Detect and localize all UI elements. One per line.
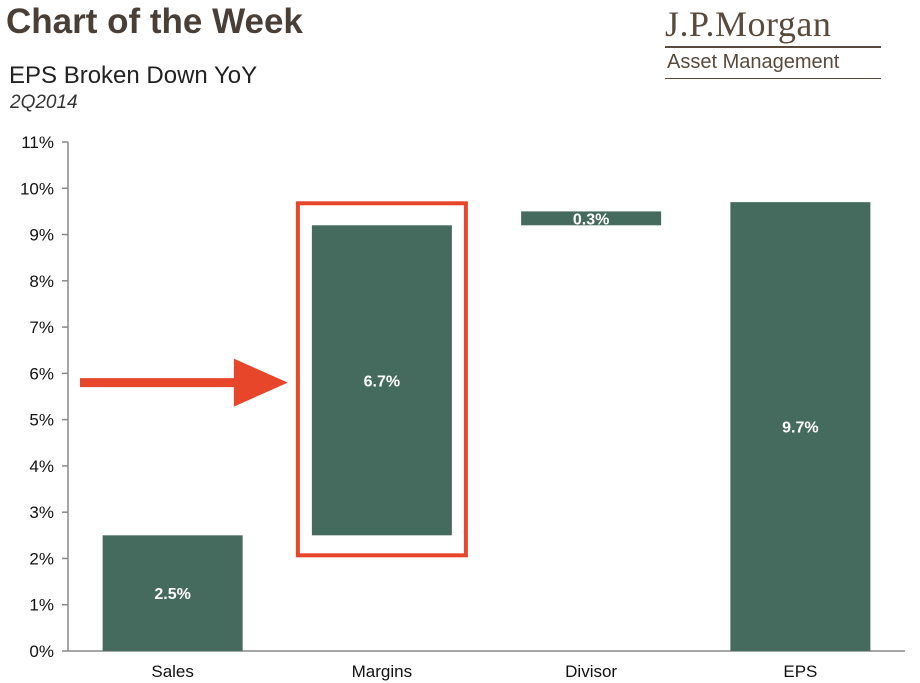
y-tick-label: 11% <box>21 133 54 152</box>
brand-divider <box>665 46 881 48</box>
x-tick-label: Divisor <box>565 662 617 681</box>
data-label: 2.5% <box>154 586 190 603</box>
y-tick-label: 4% <box>29 457 54 476</box>
x-tick-label: Sales <box>151 662 194 681</box>
y-tick-label: 7% <box>29 318 54 337</box>
x-tick-label: EPS <box>783 662 817 681</box>
data-label: 9.7% <box>782 420 818 437</box>
y-tick-label: 10% <box>20 179 54 198</box>
brand-underline <box>665 78 881 79</box>
y-tick-label: 1% <box>29 596 54 615</box>
y-tick-label: 0% <box>29 642 54 661</box>
brand-name: J.P.Morgan <box>665 4 832 44</box>
annotation-layer <box>80 201 468 558</box>
bar-layer: 2.5% 6.7% 0.3% 9.7% <box>102 202 871 651</box>
y-tick-label: 9% <box>29 226 54 245</box>
y-tick-label: 2% <box>29 549 54 568</box>
y-tick-label: 6% <box>29 364 54 383</box>
brand-subtitle: Asset Management <box>667 51 840 73</box>
bar-divisor <box>521 211 662 226</box>
data-label: 0.3% <box>573 211 609 228</box>
axis-layer: 0% 1% 2% 3% 4% 5% 6% 7% 8% 9% 10% 11% Sales Margins Di… <box>20 133 905 681</box>
bar-eps <box>730 202 871 651</box>
bar-sales <box>102 535 243 651</box>
arrow-head-icon <box>233 358 288 407</box>
chart-title: EPS Broken Down YoY <box>9 62 258 89</box>
bar-margins <box>311 225 452 536</box>
chart-subtitle: 2Q2014 <box>10 92 78 113</box>
x-tick-label: Margins <box>352 662 412 681</box>
y-tick-label: 3% <box>29 503 54 522</box>
jpmorgan-logo: J.P.Morgan Asset Management <box>665 4 885 79</box>
y-tick-label: 5% <box>29 411 54 430</box>
chart-of-the-week-title: Chart of the Week <box>6 2 303 41</box>
data-label: 6.7% <box>364 373 400 390</box>
highlight-box <box>295 201 468 558</box>
y-tick-label: 8% <box>29 272 54 291</box>
